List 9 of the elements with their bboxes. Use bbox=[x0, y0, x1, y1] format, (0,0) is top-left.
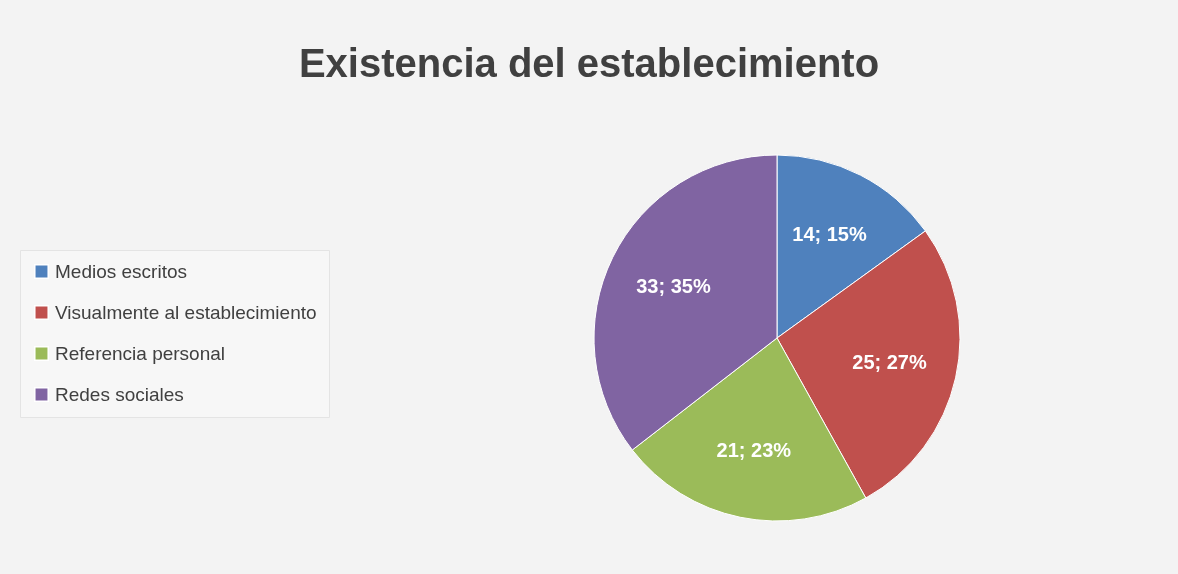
data-label: 21; 23% bbox=[716, 438, 792, 461]
legend-label: Medios escritos bbox=[55, 260, 187, 282]
data-label: 14; 15% bbox=[792, 223, 867, 246]
legend-label: Redes sociales bbox=[55, 383, 184, 405]
legend-label: Visualmente al establecimiento bbox=[55, 301, 317, 323]
chart-title: Existencia del establecimiento bbox=[298, 41, 880, 85]
data-label: 33; 35% bbox=[636, 275, 711, 298]
legend-label: Referencia personal bbox=[55, 342, 226, 364]
data-label: 25; 27% bbox=[852, 351, 927, 374]
